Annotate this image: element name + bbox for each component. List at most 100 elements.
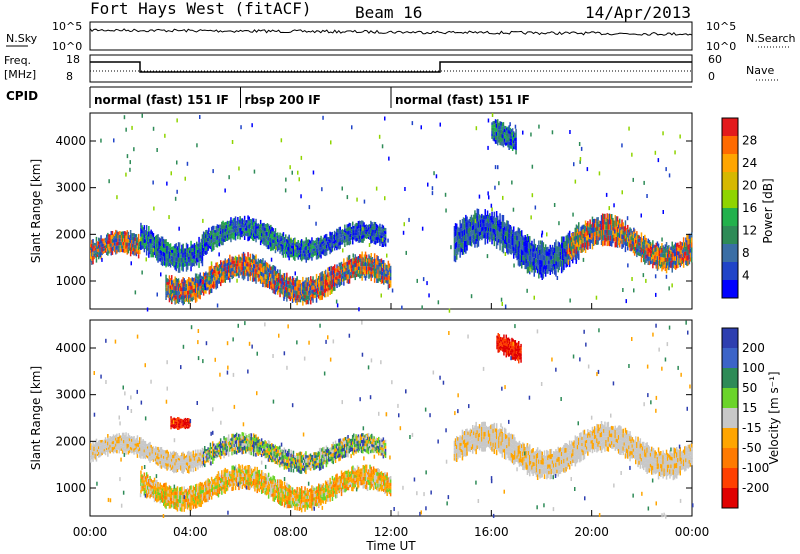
scatter-cell [106,237,108,242]
scatter-cell [208,289,211,295]
scatter-cell [254,227,256,231]
scatter-cell [94,250,97,253]
scatter-cell [175,252,177,258]
scatter-cell [135,245,138,249]
scatter-cell [335,240,337,243]
scatter-cell [171,255,173,259]
scatter-cell [291,239,294,243]
scatter-cell [233,270,236,274]
scatter-cell [372,270,375,274]
scatter-cell [173,293,175,298]
scatter-cell [250,235,253,239]
scatter-cell [232,221,234,226]
scatter-cell [300,285,303,289]
y-tick-label: 2000 [55,227,86,241]
scatter-cell [209,279,212,285]
scatter-cell [640,242,643,248]
scatter-cell [109,234,111,238]
scatter-cell [142,230,144,235]
scatter-cell [150,238,152,244]
scatter-cell [128,245,131,249]
scatter-cell [597,235,599,240]
scatter-cell [175,277,177,283]
scatter-cell [580,248,582,253]
scatter-cell [613,234,615,238]
scatter-cell [242,227,245,231]
scatter-cell [689,252,692,258]
scatter-cell [226,266,229,270]
scatter-cell [349,226,352,231]
scatter-cell [262,240,264,244]
scatter-cell [229,273,231,278]
scatter-cell [670,246,672,251]
scatter-cell [158,249,160,254]
scatter-cell [574,249,577,255]
scatter-cell [263,234,265,238]
scatter-cell [369,226,371,230]
scatter-cell [304,287,306,292]
scatter-cell [271,270,273,275]
scatter-cell [177,282,180,287]
scatter-cell [136,245,139,249]
scatter-cell [329,271,331,276]
scatter-cell [108,237,110,241]
scatter-cell [340,239,343,243]
scatter-cell [255,230,257,235]
scatter-cell [289,244,291,248]
scatter-cell [220,281,222,287]
scatter-cell [108,234,110,238]
scatter-cell [348,241,351,246]
scatter-cell [277,282,279,287]
scatter-cell [575,239,578,244]
scatter-cell [348,237,351,242]
scatter-cell [149,235,151,239]
scatter-cell [572,251,574,255]
scatter-speckle [475,126,478,131]
scatter-speckle [450,245,452,250]
scatter-cell [381,224,383,229]
scatter-cell [176,261,179,265]
scatter-cell [661,247,663,253]
scatter-cell [629,231,631,236]
scatter-cell [595,231,597,236]
scatter-cell [246,220,248,223]
scatter-cell [173,256,175,261]
scatter-speckle [352,253,354,258]
scatter-cell [298,245,301,248]
scatter-cell [299,250,302,254]
scatter-cell [689,235,692,240]
scatter-cell [385,276,387,280]
scatter-cell [206,273,208,276]
scatter-cell [302,253,304,257]
scatter-cell [656,251,659,257]
scatter-cell [202,280,205,284]
scatter-cell [164,252,166,257]
scatter-cell [172,296,174,300]
scatter-cell [576,237,579,243]
scatter-cell [287,280,289,285]
scatter-cell [296,252,298,255]
scatter-cell [370,267,372,272]
scatter-cell [606,229,608,236]
scatter-cell [478,223,481,228]
scatter-cell [639,243,642,247]
scatter-cell [600,230,603,235]
scatter-cell [225,225,228,229]
scatter-cell [466,216,468,223]
scatter-cell [468,240,470,246]
scatter-cell [352,240,354,245]
scatter-cell [325,251,328,256]
scatter-cell [651,257,653,261]
scatter-cell [388,271,391,276]
scatter-cell [633,251,636,256]
scatter-cell [289,247,291,252]
scatter-cell [671,267,673,273]
scatter-cell [281,240,283,245]
scatter-cell [109,237,111,241]
scatter-cell [191,285,193,290]
scatter-cell [549,254,551,260]
scatter-speckle [530,215,532,220]
scatter-cell [180,291,182,295]
scatter-cell [116,249,118,254]
scatter-cell [302,281,304,287]
